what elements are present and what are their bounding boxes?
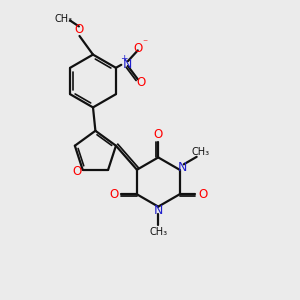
Text: CH₃: CH₃ [191,147,210,157]
Text: O: O [198,188,208,201]
Text: O: O [72,165,81,178]
Text: ⁻: ⁻ [142,38,147,48]
Text: O: O [154,128,163,141]
Text: O: O [109,188,118,201]
Text: CH₃: CH₃ [149,227,167,237]
Text: O: O [136,76,146,89]
Text: +: + [121,54,128,63]
Text: N: N [177,161,187,174]
Text: O: O [133,42,142,55]
Text: N: N [123,58,133,71]
Text: O: O [74,23,83,36]
Text: CH₃: CH₃ [55,14,73,25]
Text: N: N [154,204,163,217]
